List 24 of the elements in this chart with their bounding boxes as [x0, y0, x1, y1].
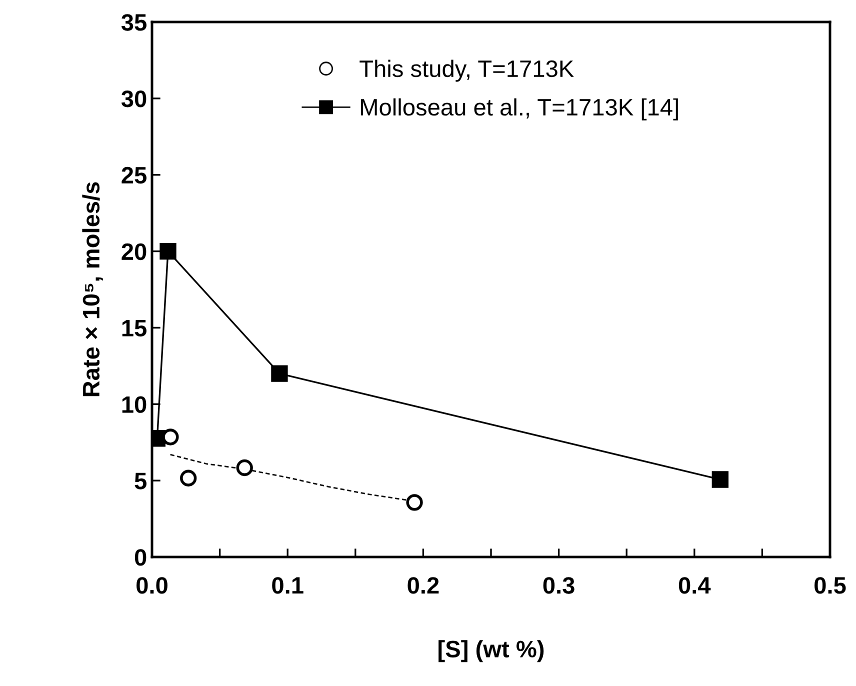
x-tick-label: 0.5: [814, 577, 846, 594]
legend-label: This study, T=1713K: [360, 60, 574, 82]
y-tick-label: 0: [134, 549, 146, 566]
point: [236, 459, 253, 476]
x-tick-label: 0.4: [678, 577, 711, 594]
x-tick-label: 0.1: [272, 577, 304, 594]
y-tick-label: 35: [121, 14, 146, 31]
point: [271, 365, 288, 382]
x-axis-title: [S] (wt %): [438, 640, 544, 662]
point: [180, 470, 197, 486]
point: [712, 471, 728, 488]
y-tick-label: 10: [122, 396, 146, 413]
x-tick-label: 0.3: [543, 577, 574, 594]
point: [406, 494, 423, 511]
x-tick-label: 0.0: [136, 577, 168, 594]
y-axis-title: Rate × 10⁵, moles/s: [82, 182, 103, 396]
y-tick-label: 30: [121, 90, 146, 108]
legend-label: Molloseau et al., T=1713K [14]: [361, 98, 678, 120]
y-tick-label: 5: [134, 472, 146, 490]
x-tick-label: 0.2: [408, 577, 439, 594]
y-tick-label: 15: [122, 320, 146, 336]
point: [160, 242, 176, 260]
y-tick-label: 20: [122, 243, 146, 260]
y-tick-label: 25: [122, 166, 146, 184]
